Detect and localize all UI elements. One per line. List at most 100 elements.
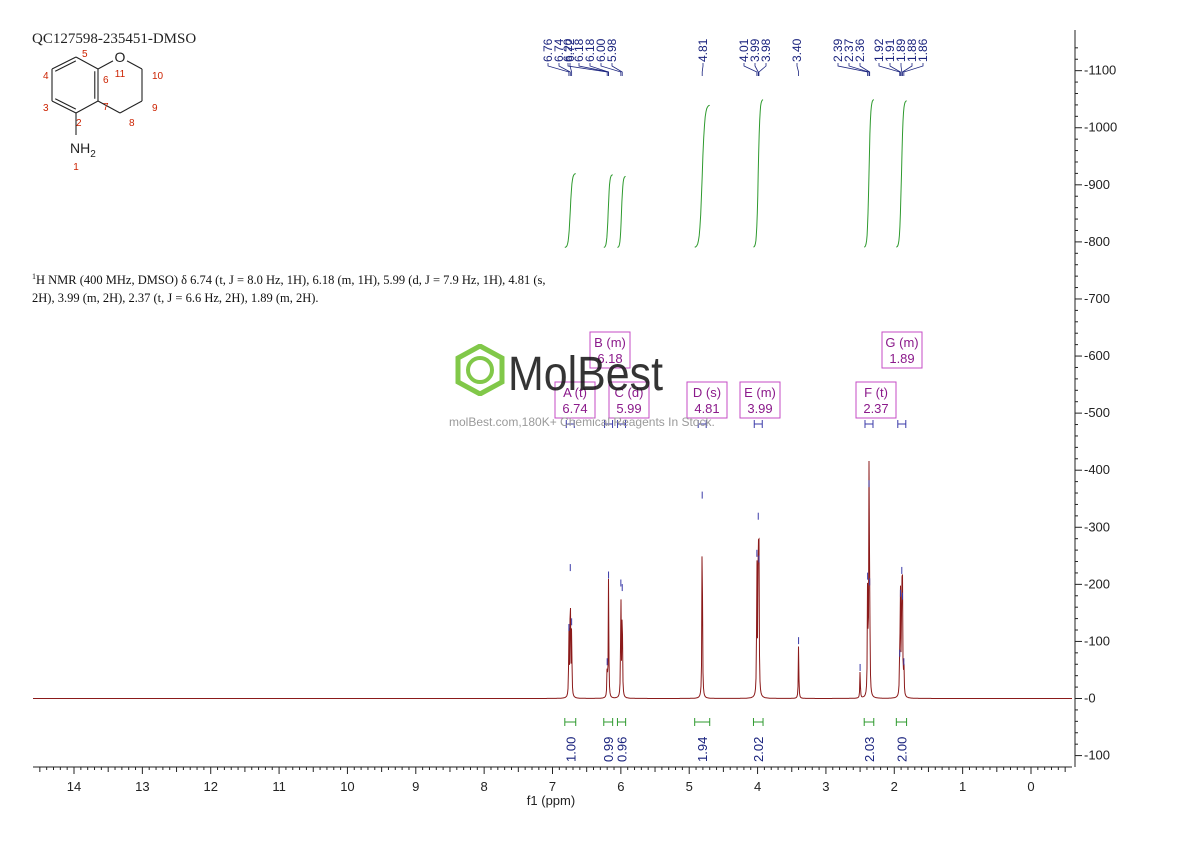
integral-value: 0.96 [615, 737, 630, 762]
sample-id: QC127598-235451-DMSO [32, 31, 197, 47]
locant: 6 [103, 75, 109, 86]
locant: 5 [82, 49, 88, 60]
peak-leader [859, 63, 871, 76]
peak-label: 1.92 [872, 38, 886, 62]
locant: 4 [43, 71, 49, 82]
peak-leader [569, 63, 573, 76]
peak-leader [589, 63, 609, 76]
nmr-description: 1H NMR (400 MHz, DMSO) δ 6.74 (t, J = 8.… [32, 268, 592, 307]
x-tick-label: 11 [272, 779, 286, 794]
x-tick-label: 14 [67, 779, 81, 794]
bond [97, 60, 114, 70]
x-tick-label: 12 [203, 779, 217, 794]
locant: 9 [152, 103, 158, 114]
multiplet-box-2 [608, 381, 650, 419]
integral-curve-1 [603, 174, 613, 248]
peak-label: 4.81 [696, 38, 710, 62]
multiplet-shift: 6.18 [597, 351, 622, 366]
peak-leader [567, 63, 608, 76]
bond [75, 100, 99, 114]
y-tick-label: -200 [1084, 576, 1110, 591]
multiplet-box-4 [739, 381, 781, 419]
integral-curve-6 [896, 100, 907, 248]
peak-label: 3.40 [790, 38, 804, 62]
y-tick-label: -0 [1084, 691, 1096, 706]
peak-leader [558, 63, 571, 76]
y-axis: -100 -0 -100 -200 -300 -400 -500 -600 -700 -800 -9… [1074, 30, 1117, 767]
multiplet-boxes: A (t)6.74 B (m)6.18 C (d)5.99 D (s)4.81 E (m… [554, 331, 923, 428]
y-tick-label: -900 [1084, 177, 1110, 192]
integral-value: 2.03 [862, 737, 877, 762]
multiplet-letter: F (t) [864, 385, 888, 400]
peak-label: 6.18 [572, 38, 586, 62]
subscript: 2 [90, 149, 96, 160]
integral-curve-2 [617, 175, 626, 248]
nmr-line-1: H NMR (400 MHz, DMSO) δ 6.74 (t, J = 8.0… [36, 273, 546, 288]
y-tick-label: -300 [1084, 519, 1110, 534]
peak-leader [837, 63, 869, 76]
peak-leader [578, 63, 609, 76]
y-tick-label: -1000 [1084, 120, 1117, 135]
multiplet-box-5 [855, 381, 897, 419]
y-tick-label: -100 [1084, 748, 1110, 763]
integral-value: 2.00 [894, 737, 909, 762]
multiplet-box-3 [686, 381, 728, 419]
peak-label: 6.00 [594, 38, 608, 62]
peak-leader [754, 63, 759, 76]
multiplet-shift: 4.81 [694, 401, 719, 416]
peak-label: 6.72 [563, 38, 577, 62]
integral-curve-0 [564, 173, 576, 248]
y-tick-label: -600 [1084, 348, 1110, 363]
peak-label: 3.99 [748, 38, 762, 62]
peak-leader [743, 63, 758, 76]
x-axis: 14 13 12 11 10 9 8 7 6 5 4 3 2 1 0f1 (ppm) [33, 766, 1072, 808]
multiplet-shift: 5.99 [616, 401, 641, 416]
peak-leader [600, 63, 622, 76]
locant: 1 [73, 162, 79, 173]
watermark-tagline: molBest.com,180K+ Chemical Reagents In S… [449, 415, 715, 429]
bond [75, 56, 99, 70]
locant: 11 [115, 69, 126, 80]
integral-value: 1.94 [695, 737, 710, 762]
locant: 2 [76, 118, 82, 129]
peak-label: 5.98 [605, 38, 619, 62]
multiplet-letter: B (m) [594, 335, 626, 350]
peak-label: 6.20 [561, 38, 575, 62]
integral-value: 2.02 [751, 737, 766, 762]
y-tick-label: -100 [1084, 633, 1110, 648]
integral-curves [564, 99, 907, 248]
peak-labels: 6.766.746.726.206.186.186.005.98 4.81 4.01… [541, 38, 930, 76]
atom-label: O [115, 49, 126, 65]
peak-leader [547, 63, 570, 76]
y-tick-label: -700 [1084, 291, 1110, 306]
peak-label: 2.37 [842, 38, 856, 62]
peak-leader [902, 63, 913, 76]
multiplet-box-1 [589, 331, 631, 369]
nmr-line-2: 2H), 3.99 (m, 2H), 2.37 (t, J = 6.6 Hz, … [32, 291, 319, 306]
spectrum-trace [33, 460, 1072, 699]
x-tick-label: 5 [686, 779, 693, 794]
x-tick-label: 8 [481, 779, 488, 794]
double-bond [54, 60, 77, 72]
peak-label: 1.86 [916, 38, 930, 62]
watermark-logo: MolBest [455, 344, 663, 396]
peak-leader [611, 63, 623, 76]
peak-label: 1.91 [883, 38, 897, 62]
peak-leader [701, 63, 704, 76]
peak-leader [758, 63, 767, 76]
peak-label: 2.39 [831, 38, 845, 62]
integral-curve-4 [753, 99, 764, 248]
y-tick-label: -500 [1084, 405, 1110, 420]
watermark-brand: MolBest [508, 348, 663, 396]
peak-label: 2.36 [853, 38, 867, 62]
peak-leader [878, 63, 901, 76]
bond [119, 100, 143, 114]
bond [51, 100, 77, 114]
x-tick-label: 2 [891, 779, 898, 794]
x-axis-label: f1 (ppm) [527, 793, 575, 808]
peak-label: 4.01 [737, 38, 751, 62]
multiplet-shift: 6.74 [562, 401, 587, 416]
x-tick-label: 1 [959, 779, 966, 794]
